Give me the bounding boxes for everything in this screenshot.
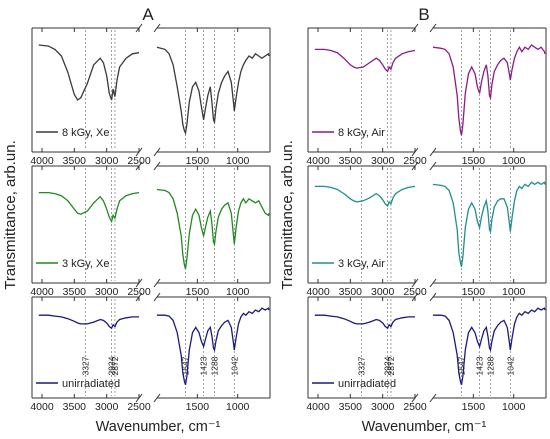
spectrum-line-unirradiated <box>38 314 139 330</box>
spectrum-line-8-kgy-air <box>432 44 546 136</box>
peak-label-2872: 2872 <box>110 356 120 375</box>
axis-break-mark <box>429 278 437 288</box>
spectrum-line-unirradiated <box>314 314 415 330</box>
peak-label-1423: 1423 <box>475 356 485 375</box>
x-tick-label: 2500 <box>127 155 151 167</box>
spectrum-line-3-kgy-air <box>314 185 416 208</box>
x-tick-label: 1000 <box>226 286 250 298</box>
x-tick-label: 3000 <box>371 155 395 167</box>
x-tick-label: 1500 <box>462 401 486 413</box>
axis-break-mark <box>429 161 437 171</box>
panel-a: 4000 3500 3000 2500 1500 1000 8 kGy, Xe 4000 350… <box>30 23 271 413</box>
x-tick-label: 1500 <box>462 155 486 167</box>
x-tick-label: 2500 <box>127 286 151 298</box>
x-tick-label: 3500 <box>63 155 87 167</box>
axis-break-mark <box>429 393 437 403</box>
peak-label-2924: 2924 <box>383 356 393 375</box>
spectrum-line-3-kgy-air <box>432 181 546 267</box>
axis-break-mark <box>153 278 161 288</box>
legend-label: unirradiated <box>62 378 120 390</box>
x-tick-label: 3500 <box>339 401 363 413</box>
y-axis-label-a: Transmittance, arb.un. <box>2 140 19 290</box>
legend-label: 3 kGy, Air <box>338 258 385 270</box>
spectrum-line-8-kgy-air <box>314 48 416 73</box>
x-axis-label-a: Wavenumber, cm⁻¹ <box>96 419 221 435</box>
axis-break-mark <box>429 147 437 157</box>
y-axis-label-b: Transmittance, arb.un. <box>279 140 296 290</box>
x-tick-label: 3500 <box>63 401 87 413</box>
x-tick-label: 1000 <box>502 286 526 298</box>
peak-label-3327: 3327 <box>357 356 367 375</box>
x-tick-label: 1500 <box>462 286 486 298</box>
peak-label-1042: 1042 <box>505 356 515 375</box>
axis-break-mark <box>153 23 161 33</box>
x-tick-label: 3000 <box>95 401 119 413</box>
axis-break-mark <box>153 161 161 171</box>
peak-label-1288: 1288 <box>485 356 495 375</box>
panel-b: 4000 3500 3000 2500 1500 1000 8 kGy, Air 4000 35… <box>306 23 547 413</box>
peak-label-1423: 1423 <box>199 356 209 375</box>
x-tick-label: 1500 <box>186 286 210 298</box>
x-tick-label: 3000 <box>371 401 395 413</box>
x-tick-label: 1000 <box>502 401 526 413</box>
x-tick-label: 3500 <box>339 286 363 298</box>
x-tick-label: 1000 <box>226 155 250 167</box>
peak-label-1647: 1647 <box>180 356 190 375</box>
legend-label: 8 kGy, Air <box>338 127 385 139</box>
legend-label: 8 kGy, Xe <box>62 127 109 139</box>
x-tick-label: 4000 <box>30 286 54 298</box>
spectrum-line-8-kgy-xe <box>38 44 140 101</box>
peak-label-1288: 1288 <box>209 356 219 375</box>
x-tick-label: 2500 <box>403 155 427 167</box>
peak-label-1647: 1647 <box>456 356 466 375</box>
peak-label-2924: 2924 <box>107 356 117 375</box>
x-axis-label-b: Wavenumber, cm⁻¹ <box>362 419 487 435</box>
x-tick-label: 1500 <box>186 401 210 413</box>
x-tick-label: 4000 <box>306 155 330 167</box>
x-tick-label: 3000 <box>371 286 395 298</box>
peak-label-2872: 2872 <box>386 356 396 375</box>
panel-label-b: B <box>418 5 429 24</box>
spectrum-line-8-kgy-xe <box>156 46 270 136</box>
spectrum-line-3-kgy-xe <box>38 191 140 224</box>
x-tick-label: 1000 <box>502 155 526 167</box>
x-tick-label: 4000 <box>306 286 330 298</box>
spectrum-line-unirradiated <box>157 307 270 385</box>
axis-break-mark <box>429 292 437 302</box>
x-tick-label: 1000 <box>226 401 250 413</box>
axis-break-mark <box>429 23 437 33</box>
axis-break-mark <box>153 393 161 403</box>
x-tick-label: 3500 <box>63 286 87 298</box>
x-tick-label: 2500 <box>127 401 151 413</box>
x-tick-label: 1500 <box>186 155 210 167</box>
axis-break-mark <box>153 292 161 302</box>
x-tick-label: 4000 <box>306 401 330 413</box>
legend-label: 3 kGy, Xe <box>62 258 109 270</box>
spectrum-line-3-kgy-xe <box>156 188 270 269</box>
axis-break-mark <box>153 147 161 157</box>
spectrum-line-unirradiated <box>433 307 546 385</box>
legend-label: unirradiated <box>338 378 396 390</box>
x-tick-label: 3000 <box>95 286 119 298</box>
x-tick-label: 2500 <box>403 401 427 413</box>
x-tick-label: 4000 <box>30 155 54 167</box>
x-tick-label: 3000 <box>95 155 119 167</box>
x-tick-label: 2500 <box>403 286 427 298</box>
peak-label-1042: 1042 <box>229 356 239 375</box>
x-tick-label: 3500 <box>339 155 363 167</box>
peak-label-3327: 3327 <box>81 356 91 375</box>
x-tick-label: 4000 <box>30 401 54 413</box>
panel-label-a: A <box>142 5 154 24</box>
